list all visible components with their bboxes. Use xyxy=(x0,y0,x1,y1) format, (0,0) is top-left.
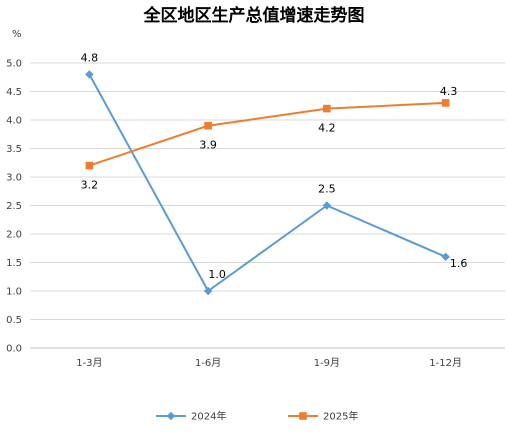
legend[interactable]: 2024年 2025年 xyxy=(156,410,358,423)
y-tick-label: 0.5 xyxy=(6,315,22,326)
data-point-diamond[interactable] xyxy=(166,411,176,421)
data-label: 4.8 xyxy=(81,51,99,64)
y-axis-unit: % xyxy=(12,29,22,40)
data-point-square[interactable] xyxy=(323,104,331,113)
legend-label: 2025年 xyxy=(323,410,358,423)
data-label: 4.3 xyxy=(440,85,458,98)
data-label: 2.5 xyxy=(318,183,336,196)
data-point-square[interactable] xyxy=(85,161,94,170)
x-axis-ticks: 1-3月 1-6月 1-9月 1-12月 xyxy=(76,357,462,369)
x-tick-label: 1-9月 xyxy=(314,357,340,369)
data-labels: 4.8 1.0 2.5 1.6 3.2 3.9 4.2 4.3 xyxy=(81,51,468,281)
series-line-2[interactable] xyxy=(88,101,447,167)
y-tick-label: 2.5 xyxy=(6,201,22,212)
data-point-diamond[interactable] xyxy=(203,286,213,296)
data-label: 1.6 xyxy=(450,257,468,270)
data-label: 3.2 xyxy=(81,179,99,192)
legend-item-2[interactable]: 2025年 xyxy=(288,410,358,423)
y-tick-label: 3.5 xyxy=(6,144,22,155)
data-point-square[interactable] xyxy=(204,121,212,130)
data-point-diamond[interactable] xyxy=(322,201,332,210)
data-point-diamond[interactable] xyxy=(85,70,94,79)
x-tick-label: 1-12月 xyxy=(429,357,462,369)
y-tick-label: 1.0 xyxy=(6,287,22,298)
data-point-square[interactable] xyxy=(441,99,450,107)
series-lines xyxy=(88,73,447,292)
y-tick-label: 3.0 xyxy=(6,173,22,184)
gridlines xyxy=(30,62,505,349)
y-tick-label: 1.5 xyxy=(6,258,22,269)
series-line-1[interactable] xyxy=(88,73,447,292)
chart-title: 全区地区生产总值增速走势图 xyxy=(143,5,365,26)
data-point-diamond[interactable] xyxy=(441,252,450,261)
y-tick-label: 0.0 xyxy=(6,344,22,355)
y-axis-ticks: 0.0 0.5 1.0 1.5 2.0 2.5 3.0 3.5 4.0 4.5 5.0 xyxy=(6,59,22,355)
y-tick-label: 5.0 xyxy=(6,59,22,70)
x-tick-label: 1-6月 xyxy=(195,357,221,369)
series-markers xyxy=(85,70,450,296)
data-label: 3.9 xyxy=(199,139,217,152)
y-tick-label: 2.0 xyxy=(6,230,22,241)
data-point-square[interactable] xyxy=(299,412,307,420)
x-tick-label: 1-3月 xyxy=(76,357,102,369)
data-label: 4.2 xyxy=(318,122,336,135)
y-tick-label: 4.0 xyxy=(6,116,22,127)
legend-label: 2024年 xyxy=(191,410,226,423)
data-label: 1.0 xyxy=(208,268,226,281)
y-tick-label: 4.5 xyxy=(6,87,22,98)
legend-item-1[interactable]: 2024年 xyxy=(156,410,226,423)
